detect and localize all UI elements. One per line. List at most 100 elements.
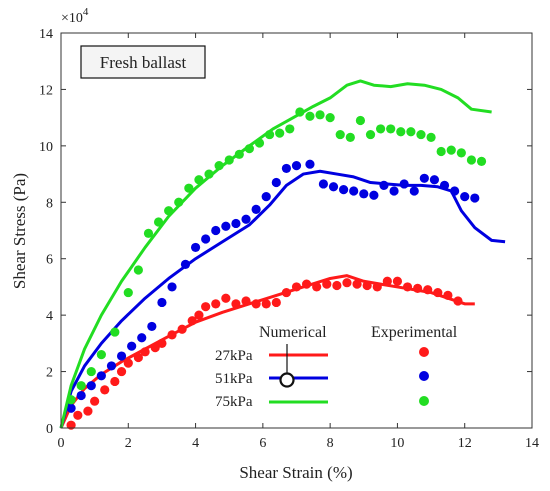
experimental-point-51kpa (291, 161, 302, 171)
annotation-box (80, 45, 206, 79)
experimental-point-75kpa (426, 132, 436, 142)
y-tick-label: 6 (46, 253, 53, 268)
experimental-point-51kpa (137, 333, 147, 343)
experimental-point-75kpa (476, 156, 487, 166)
experimental-point-27kpa (352, 279, 362, 289)
legend-header-experimental: Experimental (371, 324, 458, 341)
x-tick-label: 2 (125, 436, 132, 451)
experimental-point-51kpa (389, 186, 399, 196)
experimental-point-51kpa (399, 179, 409, 189)
experimental-point-27kpa (221, 293, 231, 303)
experimental-point-27kpa (211, 299, 221, 309)
experimental-point-75kpa (86, 366, 96, 377)
experimental-point-51kpa (318, 179, 329, 189)
experimental-point-27kpa (322, 279, 332, 289)
experimental-point-51kpa (450, 186, 460, 196)
experimental-point-51kpa (231, 218, 241, 229)
experimental-point-75kpa (325, 113, 335, 123)
experimental-point-75kpa (76, 381, 86, 391)
experimental-point-75kpa (335, 129, 345, 140)
experimental-point-75kpa (264, 129, 275, 140)
experimental-point-27kpa (443, 290, 453, 300)
annotation-text: Fresh ballast (100, 53, 187, 72)
experimental-point-75kpa (143, 228, 154, 238)
experimental-point-27kpa (100, 385, 110, 395)
experimental-point-27kpa (187, 316, 197, 326)
experimental-point-51kpa (349, 186, 359, 196)
experimental-point-75kpa (396, 127, 406, 137)
x-tick-label: 12 (458, 436, 472, 451)
experimental-point-27kpa (167, 330, 177, 340)
experimental-point-27kpa (140, 347, 150, 357)
experimental-point-27kpa (231, 299, 241, 309)
experimental-point-75kpa (436, 146, 446, 157)
experimental-point-75kpa (234, 149, 244, 159)
experimental-point-75kpa (315, 110, 325, 120)
x-tick-label: 14 (525, 436, 539, 451)
experimental-point-75kpa (224, 155, 234, 165)
experimental-point-75kpa (254, 138, 265, 148)
legend-label-75kpa: 75kPa (215, 394, 253, 410)
experimental-point-51kpa (157, 297, 167, 308)
experimental-point-27kpa (453, 296, 463, 306)
x-tick-label: 10 (390, 436, 404, 451)
y-exponent-power: 4 (83, 6, 89, 18)
x-tick-label: 6 (259, 436, 266, 451)
experimental-point-27kpa (90, 396, 100, 406)
x-tick-label: 8 (327, 436, 334, 451)
experimental-point-75kpa (110, 327, 120, 337)
experimental-point-27kpa (392, 276, 403, 286)
experimental-point-75kpa (204, 169, 214, 179)
y-exponent-label: ×104 (61, 6, 89, 26)
legend-dot-75kpa (419, 396, 429, 406)
experimental-point-51kpa (127, 341, 137, 351)
legend-label-27kpa: 27kPa (215, 348, 253, 364)
experimental-point-51kpa (96, 371, 106, 381)
experimental-point-75kpa (406, 127, 416, 137)
experimental-point-75kpa (365, 129, 376, 140)
experimental-point-51kpa (409, 186, 419, 196)
legend-dot-51kpa (419, 371, 429, 381)
experimental-point-51kpa (106, 361, 117, 371)
experimental-point-51kpa (359, 189, 369, 199)
experimental-point-51kpa (190, 242, 201, 253)
y-tick-label: 8 (46, 196, 53, 211)
experimental-point-27kpa (271, 297, 281, 308)
experimental-point-27kpa (372, 282, 382, 292)
experimental-point-27kpa (110, 376, 120, 387)
data-cursor-marker[interactable] (279, 344, 295, 388)
experimental-point-27kpa (291, 282, 302, 292)
experimental-point-51kpa (86, 381, 96, 391)
experimental-point-75kpa (376, 124, 386, 134)
y-tick-label: 0 (46, 422, 53, 437)
experimental-point-51kpa (305, 159, 315, 169)
experimental-point-27kpa (433, 287, 443, 298)
experimental-point-75kpa (345, 132, 355, 142)
experimental-point-27kpa (301, 279, 312, 289)
experimental-point-75kpa (295, 107, 305, 117)
experimental-point-51kpa (66, 403, 76, 413)
experimental-point-27kpa (251, 299, 261, 309)
experimental-point-75kpa (285, 124, 295, 134)
experimental-point-75kpa (174, 197, 184, 207)
experimental-point-27kpa (362, 280, 372, 291)
numerical-line-51kpa (59, 169, 506, 429)
data-cursor-circle[interactable] (279, 372, 295, 388)
y-tick-label: 14 (39, 27, 53, 42)
experimental-point-27kpa (402, 282, 413, 292)
experimental-point-27kpa (157, 338, 167, 348)
experimental-point-75kpa (133, 265, 143, 275)
experimental-point-75kpa (386, 124, 396, 134)
data-layer (59, 79, 506, 430)
experimental-point-51kpa (419, 173, 429, 183)
experimental-point-27kpa (382, 276, 392, 286)
experimental-point-75kpa (194, 175, 204, 185)
experimental-point-51kpa (261, 192, 271, 202)
experimental-point-27kpa (281, 287, 292, 298)
y-tick-label: 10 (39, 140, 53, 155)
experimental-point-27kpa (150, 342, 160, 353)
legend-header-numerical: Numerical (259, 324, 327, 341)
y-tick-label: 2 (46, 366, 53, 381)
experimental-point-75kpa (66, 395, 76, 405)
experimental-point-75kpa (214, 161, 224, 171)
